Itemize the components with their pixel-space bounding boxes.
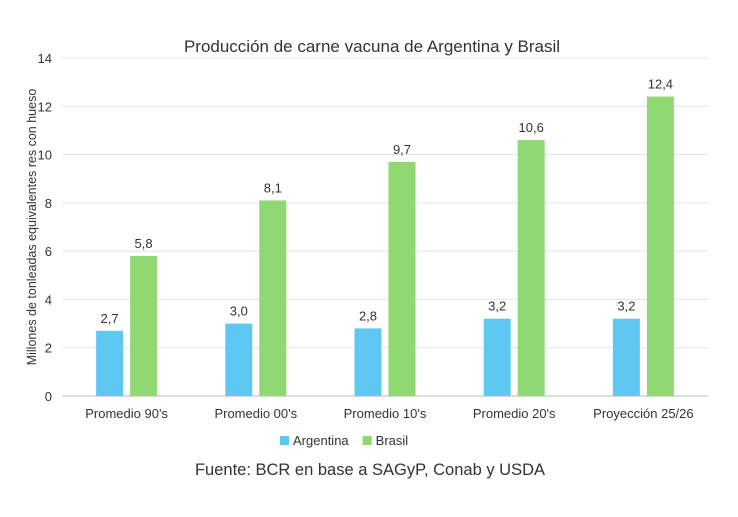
data-label: 2,7 (101, 311, 119, 326)
y-tick-label: 10 (38, 148, 52, 163)
bar-brasil (259, 200, 287, 396)
data-label: 3,2 (617, 299, 635, 314)
data-label: 12,4 (648, 77, 673, 92)
legend-swatch (362, 436, 372, 445)
bar-argentina (96, 330, 124, 396)
legend-label: Argentina (293, 433, 349, 448)
data-label: 3,2 (488, 299, 506, 314)
data-label: 9,7 (393, 142, 411, 157)
data-label: 3,0 (230, 304, 248, 319)
x-tick-label: Promedio 10's (344, 406, 427, 421)
legend-swatch (280, 436, 289, 445)
y-tick-label: 4 (45, 292, 52, 307)
source-note: Fuente: BCR en base a SAGyP, Conab y USD… (195, 461, 545, 479)
bar-argentina (612, 318, 640, 396)
y-tick-label: 6 (45, 244, 52, 259)
bar-argentina (483, 318, 511, 396)
y-tick-label: 8 (45, 196, 52, 211)
bar-argentina (225, 323, 253, 396)
y-tick-label: 14 (38, 51, 52, 66)
data-label: 5,8 (135, 236, 153, 251)
y-axis-label: Millones de tonleadas equivalentes res c… (25, 89, 39, 366)
y-tick-label: 2 (45, 341, 52, 356)
chart-title: Producción de carne vacuna de Argentina … (184, 37, 560, 56)
bar-brasil (388, 161, 416, 396)
bar-argentina (354, 328, 382, 396)
x-tick-label: Promedio 20's (473, 406, 556, 421)
data-label: 2,8 (359, 308, 377, 323)
data-label: 10,6 (519, 120, 544, 135)
legend-label: Brasil (376, 433, 409, 448)
bar-brasil (646, 96, 674, 396)
x-tick-label: Promedio 00's (214, 406, 297, 421)
x-tick-label: Proyección 25/26 (593, 406, 693, 421)
bar-brasil (517, 140, 545, 396)
data-label: 8,1 (264, 180, 282, 195)
y-tick-label: 0 (45, 389, 52, 404)
y-tick-label: 12 (38, 99, 52, 114)
bar-brasil (130, 255, 158, 396)
x-tick-label: Promedio 90's (85, 406, 168, 421)
